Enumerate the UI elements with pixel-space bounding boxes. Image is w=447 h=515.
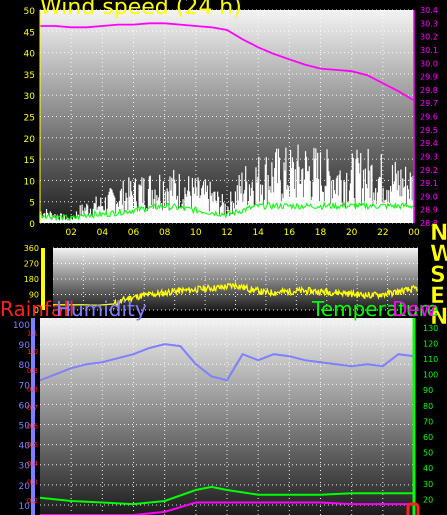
x-tick-label: 22: [377, 228, 388, 238]
right-tick-label: 29.8: [420, 86, 438, 95]
y-tick-label: 40: [24, 50, 36, 60]
y-tick-label: 30: [24, 92, 36, 102]
humidity-tick-label: 10: [19, 502, 31, 512]
temp-tick-label: 20: [423, 495, 433, 504]
series-wind: [39, 144, 415, 223]
x-tick-label: 20: [346, 228, 358, 238]
right-tick-label: 29.9: [420, 73, 438, 82]
right-tick-label: 28.8: [420, 219, 438, 228]
temperature-label: Temperature: [311, 297, 439, 321]
dir-tick-label: 180: [24, 275, 39, 284]
series-temperature: [39, 485, 414, 506]
compass-label: E: [430, 284, 445, 309]
x-tick-label: 18: [315, 228, 327, 238]
humidity-tick-label: 60: [19, 401, 31, 411]
temp-tick-label: 90: [423, 386, 433, 395]
y-tick-label: 25: [24, 114, 35, 124]
y-tick-label: 20: [24, 135, 36, 145]
humidity-tick-label: 80: [19, 361, 31, 371]
right-tick-label: 30.4: [420, 6, 438, 15]
humidity-tick-label: 40: [19, 442, 31, 452]
y-tick-label: 5: [29, 199, 35, 209]
compass-label: S: [430, 263, 446, 288]
dew-label: Dew: [392, 297, 436, 321]
compass-label: N: [430, 305, 447, 330]
temp-tick-label: 80: [423, 402, 433, 411]
compass-label: W: [430, 242, 447, 267]
y-tick-label: 45: [24, 28, 35, 38]
series-direction: [53, 280, 418, 307]
humidity-tick-label: 20: [19, 482, 31, 492]
humidity-tick-label: 90: [19, 341, 31, 351]
x-tick-label: 10: [190, 228, 202, 238]
series-dew: [40, 501, 414, 515]
right-tick-label: 30.2: [420, 33, 438, 42]
dir-tick-label: 90: [29, 291, 39, 300]
compass-label: N: [430, 221, 447, 246]
right-tick-label: 29.7: [420, 99, 438, 108]
temp-tick-label: 130: [423, 324, 438, 333]
temp-tick-label: 100: [423, 371, 438, 380]
x-tick-label: 14: [252, 228, 264, 238]
temp-tick-label: 70: [423, 417, 433, 426]
temp-tick-label: 50: [423, 449, 433, 458]
x-tick-label: 12: [221, 228, 232, 238]
y-tick-label: 10: [24, 177, 36, 187]
rainfall-label: Rainfall: [0, 297, 74, 321]
humidity-tick-label: 100: [13, 321, 30, 331]
right-tick-label: 30.1: [420, 46, 438, 55]
x-tick-label: 02: [65, 228, 76, 238]
dir-tick-label: 0: [34, 306, 39, 315]
plot-background-3: [40, 318, 414, 515]
rain-tick-label: 0.8: [27, 385, 38, 393]
rain-tick-label: 0.2: [27, 497, 38, 505]
right-tick-label: 29.4: [420, 139, 438, 148]
rain-tick-label: 0.5: [27, 441, 38, 449]
rain-marker: [406, 502, 420, 515]
y-tick-label: 15: [24, 156, 35, 166]
right-tick-label: 30.3: [420, 19, 438, 28]
y-tick-label: 35: [24, 71, 35, 81]
temp-tick-label: 120: [423, 339, 438, 348]
right-tick-label: 29.5: [420, 126, 438, 135]
humidity-label: Humidity: [56, 297, 147, 321]
x-tick-label: 06: [128, 228, 140, 238]
right-tick-label: 30.0: [420, 59, 438, 68]
temp-tick-label: 30: [423, 480, 433, 489]
right-tick-label: 29.2: [420, 166, 438, 175]
y-tick-label: 50: [24, 7, 36, 17]
rain-tick-label: 0.9: [27, 367, 38, 375]
x-tick-label: 08: [159, 228, 171, 238]
humidity-axis-bar: [31, 318, 35, 515]
series-gust: [39, 201, 415, 222]
rain-tick-label: 0.3: [27, 478, 38, 486]
temp-tick-label: 110: [423, 355, 438, 364]
right-tick-label: 29.3: [420, 152, 438, 161]
right-tick-label: 28.9: [420, 206, 438, 215]
dir-tick-label: 360: [24, 244, 39, 253]
x-tick-label: 04: [97, 228, 109, 238]
right-tick-label: 29.0: [420, 192, 438, 201]
rain-tick-label: 0.6: [27, 423, 39, 431]
right-tick-label: 29.6: [420, 113, 438, 122]
rain-tick-label: 0.4: [27, 460, 39, 468]
temp-tick-label: 60: [423, 433, 433, 442]
dir-tick-label: 270: [24, 260, 39, 269]
series-humidity: [39, 343, 415, 382]
humidity-tick-label: 50: [19, 422, 31, 432]
rain-tick-label: 0.7: [27, 404, 38, 412]
right-tick-label: 29.1: [420, 179, 438, 188]
rain-tick-label: 1.1: [27, 330, 38, 338]
series-pressure: [40, 22, 415, 102]
dir-axis-bar: [41, 248, 45, 310]
temp-tick-label: 40: [423, 464, 433, 473]
y-tick-label: 0: [29, 220, 35, 230]
chart-title: Wind speed (24 h): [40, 0, 242, 20]
humidity-tick-label: 30: [19, 462, 31, 472]
x-tick-label: 00: [408, 228, 420, 238]
rain-tick-label: 1.0: [27, 348, 38, 356]
x-tick-label: 16: [284, 228, 296, 238]
humidity-tick-label: 70: [19, 381, 31, 391]
